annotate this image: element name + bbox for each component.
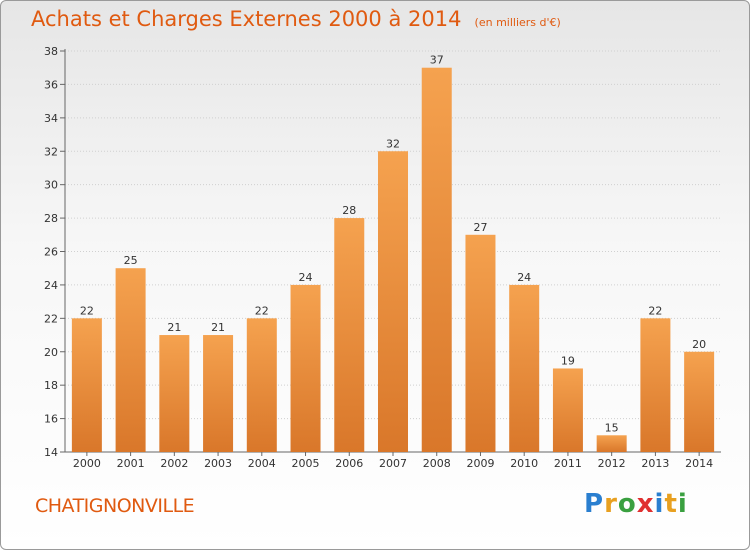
y-tick-label: 24 (44, 279, 58, 292)
y-tick-label: 22 (44, 312, 58, 325)
bar (378, 151, 408, 452)
y-tick-label: 28 (44, 212, 58, 225)
logo-letter: i (654, 489, 665, 519)
y-tick-label: 26 (44, 246, 58, 259)
x-tick-label: 2013 (641, 457, 669, 470)
bar-value-label: 21 (167, 321, 181, 334)
x-tick-label: 2011 (554, 457, 582, 470)
logo-letter: P (584, 489, 605, 519)
proxiti-logo: Proxiti (584, 489, 688, 519)
y-tick-label: 36 (44, 78, 58, 91)
y-tick-label: 38 (44, 45, 58, 58)
chart-title-block: Achats et Charges Externes 2000 à 2014 (… (31, 7, 561, 31)
x-tick-label: 2014 (685, 457, 713, 470)
y-tick-label: 30 (44, 179, 58, 192)
chart-title: Achats et Charges Externes 2000 à 2014 (31, 7, 462, 31)
x-tick-label: 2002 (160, 457, 188, 470)
chart-unit: (en milliers d'€) (474, 16, 561, 29)
bar (159, 335, 190, 452)
commune-name: CHATIGNONVILLE (35, 495, 195, 517)
bar-value-label: 22 (80, 304, 94, 317)
bar (509, 284, 540, 452)
logo-letter: r (604, 489, 618, 519)
bar (640, 318, 671, 452)
bar-value-label: 24 (517, 271, 531, 284)
x-tick-label: 2008 (423, 457, 451, 470)
bar (421, 67, 452, 452)
y-tick-label: 16 (44, 413, 58, 426)
bar-value-label: 20 (692, 338, 706, 351)
bar (552, 368, 583, 452)
x-tick-label: 2009 (466, 457, 494, 470)
bar-value-label: 27 (473, 221, 487, 234)
bar (203, 335, 234, 452)
bar-value-label: 15 (605, 421, 619, 434)
bar-value-label: 22 (648, 304, 662, 317)
x-tick-label: 2007 (379, 457, 407, 470)
logo-letter: o (617, 489, 637, 519)
bar (71, 318, 102, 452)
x-tick-label: 2004 (248, 457, 276, 470)
bar-value-label: 24 (299, 271, 313, 284)
logo-letter: x (636, 489, 655, 519)
bar-value-label: 37 (430, 54, 444, 67)
bar (334, 218, 365, 452)
x-tick-label: 2003 (204, 457, 232, 470)
bar-value-label: 22 (255, 304, 269, 317)
bar (290, 284, 321, 452)
y-tick-label: 32 (44, 145, 58, 158)
y-tick-label: 34 (44, 112, 58, 125)
y-tick-label: 18 (44, 379, 58, 392)
bar (596, 435, 627, 452)
x-tick-label: 2001 (117, 457, 145, 470)
x-tick-label: 2012 (598, 457, 626, 470)
logo-letter: i (677, 489, 688, 519)
x-tick-label: 2000 (73, 457, 101, 470)
x-tick-label: 2005 (292, 457, 320, 470)
bar (115, 268, 146, 452)
bar (465, 234, 496, 452)
bar-value-label: 25 (124, 254, 138, 267)
x-tick-label: 2010 (510, 457, 538, 470)
bar (246, 318, 277, 452)
bar-value-label: 21 (211, 321, 225, 334)
bar-value-label: 19 (561, 354, 575, 367)
x-tick-label: 2006 (335, 457, 363, 470)
bar (684, 351, 715, 452)
bar-value-label: 32 (386, 137, 400, 150)
logo-letter: t (664, 489, 678, 519)
y-tick-label: 20 (44, 346, 58, 359)
bar-value-label: 28 (342, 204, 356, 217)
y-tick-label: 14 (44, 446, 58, 459)
